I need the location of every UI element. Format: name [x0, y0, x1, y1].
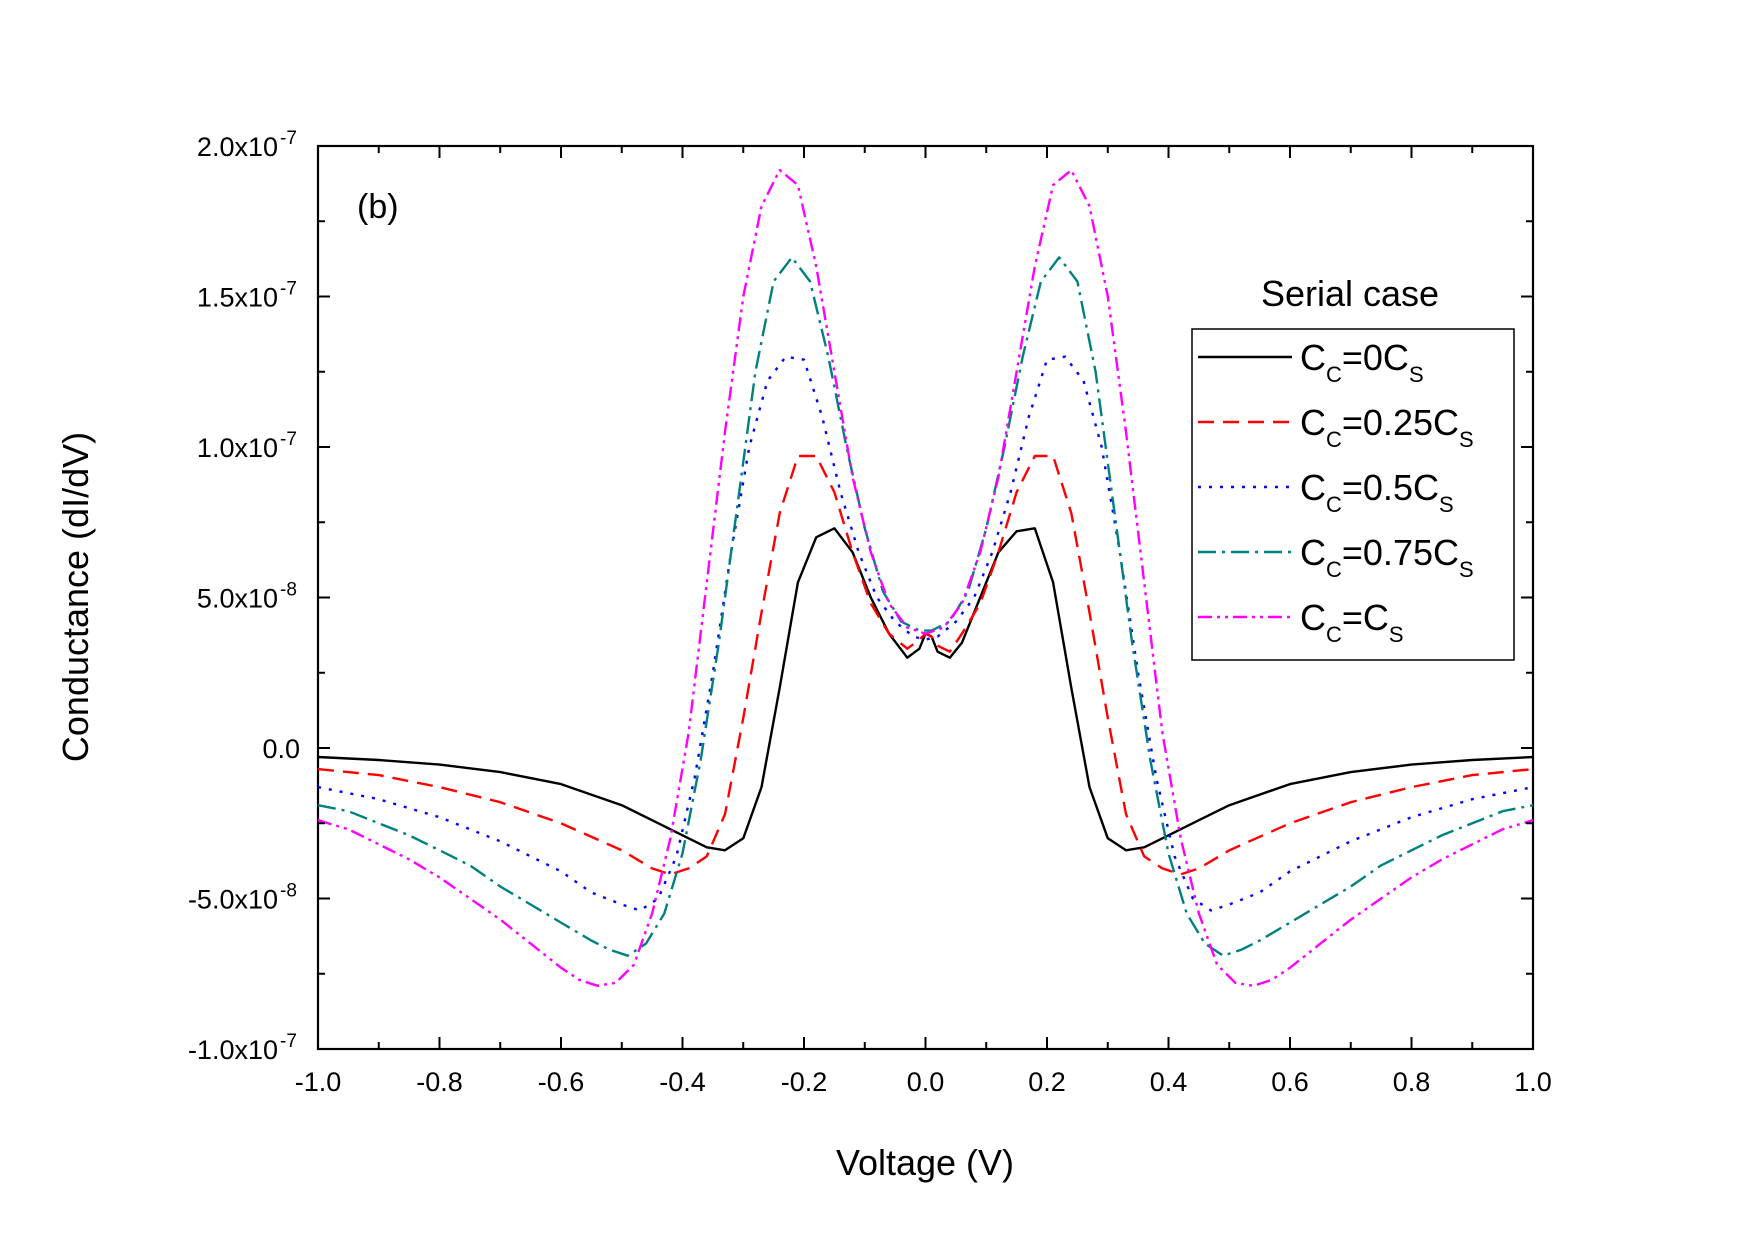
x-tick-label: -0.2 [781, 1067, 828, 1097]
x-tick-label: 0.6 [1271, 1067, 1309, 1097]
x-tick-label: -0.8 [416, 1067, 463, 1097]
x-tick-label: 1.0 [1514, 1067, 1552, 1097]
y-axis-title: Conductance (dI/dV) [55, 432, 96, 762]
y-tick-label: -1.0x10 [188, 1035, 278, 1065]
legend-label-0: CC=0CS [1300, 337, 1424, 387]
x-tick-label: 0.8 [1393, 1067, 1431, 1097]
panel-label: (b) [357, 188, 399, 226]
y-tick-exponent: -7 [280, 1031, 297, 1052]
legend-label-2: CC=0.5CS [1300, 467, 1454, 517]
y-tick-exponent: -8 [280, 580, 297, 601]
legend-label-4: CC=CS [1300, 597, 1404, 647]
y-tick-exponent: -7 [280, 279, 297, 300]
legend-label-3: CC=0.75CS [1300, 532, 1474, 582]
legend-title: Serial case [1261, 273, 1439, 314]
y-tick-exponent: -8 [280, 881, 297, 902]
y-tick-label: -5.0x10 [188, 885, 278, 915]
series-line-1 [317, 454, 1534, 876]
y-tick-label: 1.5x10 [197, 283, 278, 313]
x-tick-label: 0.4 [1150, 1067, 1188, 1097]
series-line-4 [317, 168, 1534, 987]
series-layer [317, 168, 1534, 987]
y-tick-label: 1.0x10 [197, 433, 278, 463]
y-tick-label: 2.0x10 [197, 132, 278, 162]
label-layer: -1.0 -0.8 -0.6 -0.4 -0.2 0.0 0.2 0.4 0.6 0.8 1.0 -1… [188, 128, 1552, 1097]
legend-box [1191, 328, 1515, 661]
x-tick-label: 0.2 [1028, 1067, 1066, 1097]
x-tick-label: 0.0 [907, 1067, 945, 1097]
y-tick-label: 0.0 [262, 734, 300, 764]
x-tick-label: -0.4 [659, 1067, 706, 1097]
legend-label-1: CC=0.25CS [1300, 402, 1474, 452]
tick-layer [317, 145, 1534, 1050]
legend: CC=0CS CC=0.25CS CC=0.5CS CC=0.75CS CC=CS [1198, 337, 1474, 647]
y-tick-exponent: -7 [280, 429, 297, 450]
y-tick-label: 5.0x10 [197, 584, 278, 614]
x-axis-title: Voltage (V) [836, 1142, 1014, 1183]
x-tick-label: -0.6 [538, 1067, 585, 1097]
x-tick-label: -1.0 [295, 1067, 342, 1097]
series-line-3 [317, 256, 1534, 957]
y-tick-exponent: -7 [280, 128, 297, 149]
